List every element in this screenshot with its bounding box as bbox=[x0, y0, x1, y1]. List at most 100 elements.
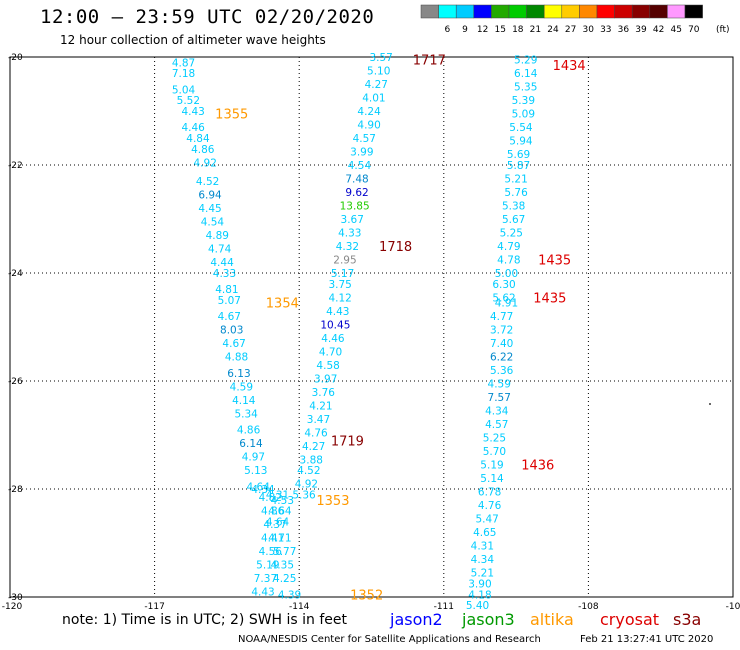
x-tick-label: -114 bbox=[289, 602, 310, 610]
wave-height-point-altika: 4.46 bbox=[181, 122, 205, 134]
satellite-legend-altika: altika bbox=[530, 610, 574, 629]
wave-height-point-altika: 4.74 bbox=[208, 244, 232, 256]
x-tick-label: -108 bbox=[578, 602, 599, 610]
chart-subtitle: 12 hour collection of altimeter wave hei… bbox=[60, 33, 326, 47]
wave-height-point-s3a: 4.32 bbox=[336, 241, 359, 253]
wave-height-point-altika: 4.86 bbox=[191, 144, 215, 156]
wave-height-point-altika: 4.43 bbox=[251, 587, 274, 599]
wave-height-point-s3a: 4.58 bbox=[316, 360, 339, 372]
wave-height-point-cryosat: 5.54 bbox=[509, 122, 533, 134]
satellite-legend-cryosat: cryosat bbox=[600, 610, 660, 629]
wave-height-point-altika: 4.67 bbox=[222, 338, 245, 350]
wave-height-point-altika: 4.92 bbox=[194, 157, 217, 169]
color-scale-label: 33 bbox=[600, 25, 611, 35]
wave-height-point-cryosat: 5.40 bbox=[466, 600, 489, 610]
wave-height-point-altika: 5.07 bbox=[218, 295, 241, 307]
wave-height-point-s3a: 5.10 bbox=[367, 66, 390, 78]
wave-height-point-altika: 4.64 bbox=[247, 481, 271, 493]
footer-timestamp: Feb 21 13:27:41 UTC 2020 bbox=[580, 634, 714, 645]
pass-time-label: 1718 bbox=[379, 240, 412, 255]
y-tick-label: -30 bbox=[8, 593, 23, 603]
wave-height-point-altika: 4.31 bbox=[266, 489, 289, 501]
wave-height-point-cryosat: 5.00 bbox=[495, 268, 518, 280]
wave-height-point-cryosat: 4.57 bbox=[485, 419, 508, 431]
wave-height-point-s3a: 2.95 bbox=[333, 255, 356, 267]
wave-height-point-altika: 4.86 bbox=[237, 425, 261, 437]
color-scale-label: 39 bbox=[635, 25, 647, 35]
wave-height-point-altika: 4.34 bbox=[251, 484, 275, 496]
wave-height-point-altika: 7.18 bbox=[172, 68, 195, 80]
y-tick-label: -24 bbox=[8, 269, 23, 279]
wave-height-point-s3a: 13.85 bbox=[340, 201, 370, 213]
wave-height-point-cryosat: 5.76 bbox=[504, 187, 528, 199]
color-scale-label: 70 bbox=[688, 25, 700, 35]
wave-height-point-cryosat: 4.34 bbox=[471, 554, 495, 566]
wave-height-point-cryosat: 5.70 bbox=[483, 446, 506, 458]
wave-height-point-s3a: 4.76 bbox=[304, 427, 328, 439]
color-scale-label: 27 bbox=[565, 25, 576, 35]
x-tick-label: -111 bbox=[434, 602, 454, 610]
wave-height-point-cryosat: 5.47 bbox=[475, 514, 498, 526]
wave-height-point-s3a: 4.46 bbox=[321, 333, 345, 345]
wave-height-point-cryosat: 5.36 bbox=[490, 365, 514, 377]
wave-height-point-cryosat: 5.39 bbox=[512, 95, 535, 107]
wave-height-point-altika: 4.45 bbox=[198, 203, 221, 215]
pass-time-label: 1352 bbox=[350, 588, 383, 603]
wave-height-point-s3a: 4.92 bbox=[295, 479, 318, 491]
color-scale-label: 42 bbox=[653, 25, 664, 35]
y-tick-label: -26 bbox=[8, 377, 23, 387]
wave-height-point-altika: 4.84 bbox=[186, 133, 210, 145]
color-scale-label: 18 bbox=[512, 25, 524, 35]
wave-height-point-altika: 4.54 bbox=[201, 217, 225, 229]
wave-height-point-s3a: 3.76 bbox=[312, 387, 336, 399]
wave-height-point-s3a: 10.45 bbox=[320, 319, 350, 331]
wave-height-point-cryosat: 5.21 bbox=[471, 568, 494, 580]
wave-height-point-s3a: 4.33 bbox=[338, 228, 361, 240]
wave-height-point-altika: 4.39 bbox=[278, 589, 301, 601]
wave-height-point-altika: 4.82 bbox=[259, 492, 282, 504]
wave-height-point-altika: 4.67 bbox=[218, 311, 241, 323]
wave-height-point-altika: 4.37 bbox=[263, 519, 286, 531]
wave-height-point-altika: 4.81 bbox=[215, 284, 238, 296]
wave-height-point-s3a: 4.90 bbox=[357, 120, 380, 132]
wave-height-point-cryosat: 4.91 bbox=[495, 298, 518, 310]
wave-height-point-s3a: 3.88 bbox=[300, 454, 323, 466]
wave-height-point-s3a: 4.27 bbox=[365, 79, 388, 91]
pass-time-label: 1353 bbox=[316, 494, 349, 509]
wave-height-point-altika: 4.41 bbox=[261, 533, 284, 545]
wave-height-point-cryosat: 6.14 bbox=[514, 68, 538, 80]
color-scale-label: 12 bbox=[477, 25, 488, 35]
plot-frame bbox=[9, 56, 734, 598]
wave-height-point-cryosat: 5.14 bbox=[480, 473, 504, 485]
wave-height-point-cryosat: 4.76 bbox=[478, 500, 502, 512]
wave-height-point-cryosat: 6.22 bbox=[490, 352, 513, 364]
wave-height-point-cryosat: 5.87 bbox=[507, 160, 530, 172]
wave-height-point-s3a: 4.21 bbox=[309, 400, 332, 412]
wave-height-point-s3a: 5.36 bbox=[292, 489, 316, 501]
wave-height-point-s3a: 4.70 bbox=[319, 346, 342, 358]
wave-height-point-altika: 5.13 bbox=[244, 465, 267, 477]
wave-height-point-cryosat: 5.25 bbox=[500, 228, 523, 240]
pass-time-label: 1354 bbox=[266, 297, 299, 312]
wave-height-point-altika: 5.19 bbox=[256, 560, 279, 572]
wave-height-point-cryosat: 4.34 bbox=[485, 406, 509, 418]
wave-height-point-cryosat: 4.77 bbox=[490, 311, 513, 323]
color-scale-label: 6 bbox=[445, 25, 451, 35]
y-tick-label: -20 bbox=[8, 53, 23, 63]
x-tick-label: -117 bbox=[144, 602, 164, 610]
pass-time-label: 1719 bbox=[331, 434, 364, 449]
wave-height-point-s3a: 4.01 bbox=[362, 93, 385, 105]
wave-height-point-s3a: 3.99 bbox=[350, 147, 373, 159]
wave-height-point-cryosat: 5.62 bbox=[492, 292, 515, 304]
wave-height-point-altika: 4.52 bbox=[196, 176, 219, 188]
pass-time-label: 1435 bbox=[533, 291, 566, 306]
color-scale-swatch bbox=[684, 4, 703, 19]
color-scale-unit: (ft) bbox=[716, 25, 730, 35]
wave-height-point-cryosat: 4.59 bbox=[488, 379, 511, 391]
color-scale-label: 21 bbox=[530, 25, 541, 35]
wave-height-point-cryosat: 5.38 bbox=[502, 201, 525, 213]
wave-height-point-altika: 4.88 bbox=[225, 352, 248, 364]
wave-height-point-s3a: 3.97 bbox=[314, 373, 337, 385]
wave-height-point-cryosat: 6.30 bbox=[492, 279, 515, 291]
wave-height-point-altika: 7.37 bbox=[254, 573, 277, 585]
